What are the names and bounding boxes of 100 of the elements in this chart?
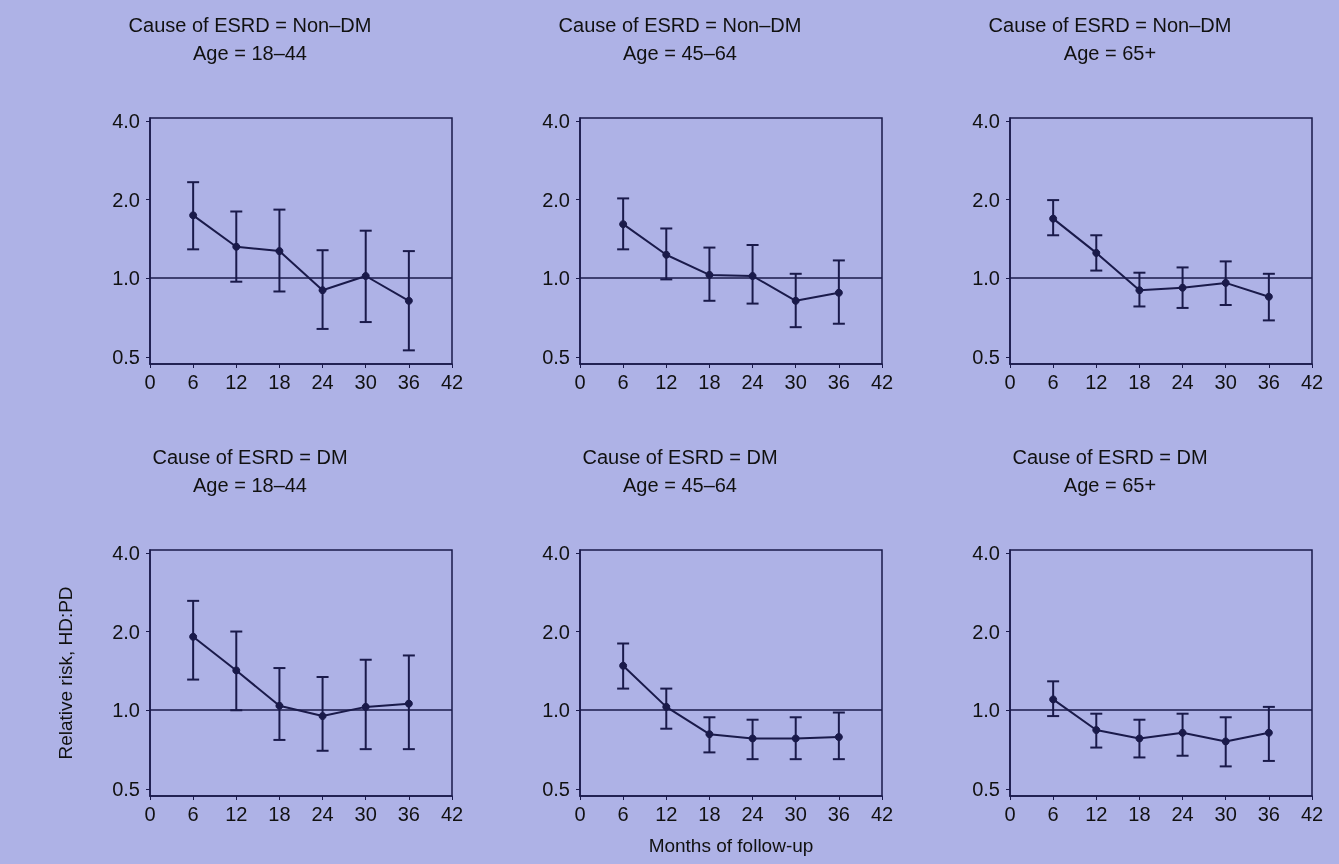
chart-title: Cause of ESRD = Non–DM [988,14,1232,36]
point [404,296,413,305]
x-tick-label: 30 [354,371,377,393]
y-tick-label: 2.0 [542,188,570,211]
point [189,632,198,641]
point [1049,695,1058,704]
x-tick-label: 6 [617,803,629,825]
y-tick-label: 4.0 [112,541,140,564]
point [318,286,327,295]
point [705,270,714,279]
point [662,250,671,259]
point [232,666,241,675]
point [1092,726,1101,735]
y-tick-label: 2.0 [112,620,140,643]
x-tick-label: 42 [870,371,894,393]
x-tick-label: 0 [144,803,156,825]
y-tick-label: 1.0 [542,699,570,722]
chart-title: Cause of ESRD = DM [1012,446,1208,468]
point [275,247,284,256]
point [1264,728,1273,737]
chart-title: Cause of ESRD = DM [152,446,348,468]
chart-title: Cause of ESRD = Non–DM [128,14,372,36]
x-tick-label: 0 [144,371,156,393]
y-tick-label: 1.0 [112,699,140,722]
x-tick-label: 0 [1004,371,1016,393]
point [361,272,370,280]
point [619,220,628,229]
point [662,702,671,711]
x-tick-label: 42 [1300,371,1324,393]
x-tick-label: 24 [311,371,334,393]
x-tick-label: 30 [1214,803,1237,825]
point [1092,248,1101,257]
point [1135,286,1144,295]
x-tick-label: 18 [1128,371,1151,393]
chart-title: Cause of ESRD = Non–DM [558,14,802,36]
x-tick-label: 12 [1085,371,1108,393]
y-tick-label: 0.5 [972,345,1000,368]
y-tick-label: 4.0 [112,109,140,132]
y-tick-label: 0.5 [112,777,140,800]
chart-title: Cause of ESRD = DM [582,446,778,468]
point [619,661,628,670]
y-tick-label: 4.0 [972,109,1000,132]
point [1221,278,1230,287]
x-tick-label: 18 [698,803,721,825]
x-tick-label: 30 [784,803,807,825]
chart-subtitle: Age = 65+ [1063,42,1157,64]
point [1264,292,1273,301]
x-tick-label: 6 [1047,371,1059,393]
x-tick-label: 0 [574,371,586,393]
x-tick-label: 42 [440,371,464,393]
chart-subtitle: Age = 18–44 [193,42,307,64]
y-tick-label: 4.0 [972,541,1000,564]
x-tick-label: 6 [1047,803,1059,825]
x-tick-label: 24 [741,371,764,393]
y-tick-label: 0.5 [972,777,1000,800]
x-tick-label: 0 [1004,803,1016,825]
y-tick-label: 2.0 [542,620,570,643]
y-tick-label: 4.0 [542,109,570,132]
point [748,734,757,743]
point [361,702,370,711]
y-tick-label: 0.5 [542,777,570,800]
x-tick-label: 30 [1214,371,1237,393]
point [1178,283,1187,292]
x-tick-label: 30 [354,803,377,825]
chart-subtitle: Age = 45–64 [623,42,737,64]
y-tick-label: 2.0 [972,620,1000,643]
x-tick-label: 36 [1257,803,1280,825]
chart-subtitle: Age = 65+ [1063,474,1157,496]
y-tick-label: 0.5 [112,345,140,368]
point [318,712,327,721]
x-tick-label: 18 [1128,803,1151,825]
x-tick-label: 42 [870,803,894,825]
x-tick-label: 30 [784,371,807,393]
chart-subtitle: Age = 45–64 [623,474,737,496]
x-tick-label: 18 [268,803,291,825]
y-tick-label: 1.0 [972,699,1000,722]
x-tick-label: 6 [187,803,199,825]
y-axis-title: Relative risk, HD:PD [55,586,76,760]
x-tick-label: 24 [1171,803,1194,825]
x-tick-label: 6 [187,371,199,393]
x-tick-label: 12 [225,803,248,825]
y-tick-label: 2.0 [112,188,140,211]
point [232,242,241,251]
point [1178,728,1187,737]
x-tick-label: 36 [397,371,420,393]
x-tick-label: 36 [397,803,420,825]
point [791,296,800,305]
x-tick-label: 12 [225,371,248,393]
y-tick-label: 1.0 [542,267,570,290]
x-tick-label: 6 [617,371,629,393]
x-tick-label: 12 [655,371,678,393]
y-tick-label: 4.0 [542,541,570,564]
x-tick-label: 24 [311,803,334,825]
x-tick-label: 24 [1171,371,1194,393]
x-tick-label: 18 [698,371,721,393]
point [1049,214,1058,223]
point [834,733,843,742]
x-tick-label: 18 [268,371,291,393]
x-axis-title: Months of follow-up [648,835,814,856]
point [748,272,757,280]
